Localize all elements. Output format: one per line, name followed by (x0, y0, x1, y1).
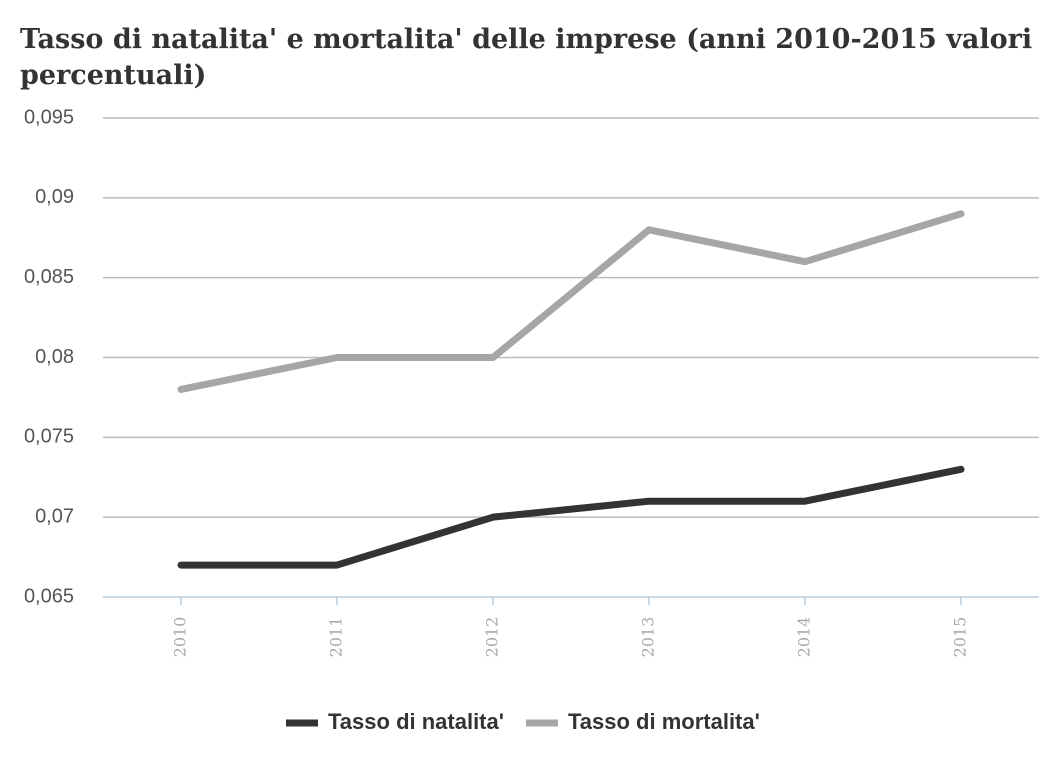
x-tick-label: 2014 (795, 617, 814, 658)
x-tick-label: 2013 (639, 617, 658, 658)
y-tick-label: 0,075 (24, 426, 74, 448)
x-tick-label: 2011 (327, 617, 346, 658)
x-tick-label: 2010 (171, 617, 190, 658)
y-tick-label: 0,095 (24, 106, 74, 128)
y-tick-label: 0,07 (35, 505, 74, 527)
series-line (177, 210, 965, 393)
y-tick-label: 0,08 (35, 346, 74, 368)
y-tick-label: 0,09 (35, 186, 74, 208)
y-tick-label: 0,065 (24, 585, 74, 607)
series-line (177, 465, 965, 569)
legend-label: Tasso di mortalita' (568, 709, 760, 734)
y-tick-label: 0,085 (24, 266, 74, 288)
x-tick-label: 2012 (483, 617, 502, 658)
chart-title: Tasso di natalita' e mortalita' delle im… (20, 24, 1033, 91)
x-tick-label: 2015 (951, 617, 970, 658)
legend-label: Tasso di natalita' (328, 709, 504, 734)
